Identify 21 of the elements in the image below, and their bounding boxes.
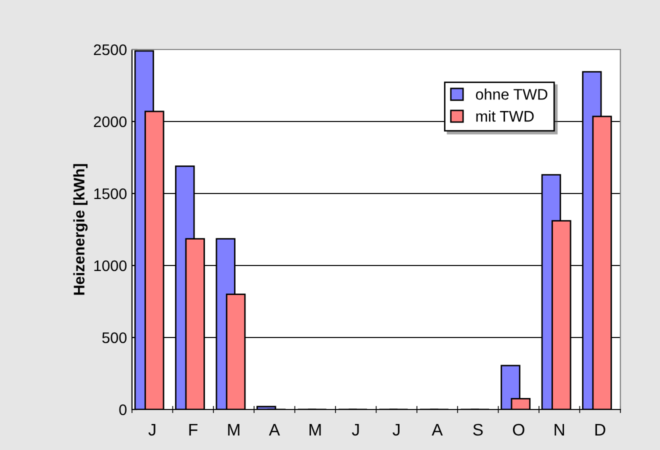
x-tick-label: J <box>352 424 359 436</box>
y-tick-label: 2000 <box>94 116 127 128</box>
legend-label: mit TWD <box>476 110 534 122</box>
legend-label: ohne TWD <box>476 88 548 100</box>
x-tick-label: N <box>554 424 564 436</box>
y-tick-label: 2500 <box>94 44 127 56</box>
x-tick-label: J <box>392 424 400 436</box>
x-tick-label: D <box>595 424 606 436</box>
x-tick-label: O <box>512 424 524 436</box>
x-tick-label: F <box>189 424 198 436</box>
x-tick-label: S <box>473 424 483 436</box>
y-tick-label: 500 <box>102 332 127 344</box>
x-tick-label: M <box>310 424 321 436</box>
x-tick-label: A <box>432 424 443 436</box>
y-tick-label: 1000 <box>94 260 127 272</box>
y-tick-label: 1500 <box>94 188 127 200</box>
y-axis-title: Heizenergie [kWh] <box>73 164 88 295</box>
x-tick-label: M <box>228 424 240 436</box>
x-tick-label: A <box>268 424 280 436</box>
y-tick-label: 0 <box>119 404 127 416</box>
x-tick-label: J <box>148 424 156 436</box>
